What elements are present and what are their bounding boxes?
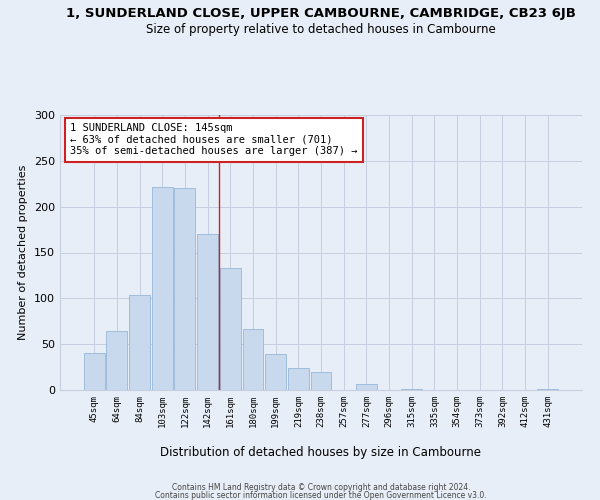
Text: 1, SUNDERLAND CLOSE, UPPER CAMBOURNE, CAMBRIDGE, CB23 6JB: 1, SUNDERLAND CLOSE, UPPER CAMBOURNE, CA…	[66, 8, 576, 20]
Text: Size of property relative to detached houses in Cambourne: Size of property relative to detached ho…	[146, 22, 496, 36]
Text: Contains public sector information licensed under the Open Government Licence v3: Contains public sector information licen…	[155, 490, 487, 500]
Bar	[538, 389, 558, 390]
Bar	[242, 328, 263, 390]
Text: 1 SUNDERLAND CLOSE: 145sqm
← 63% of detached houses are smaller (701)
35% of sem: 1 SUNDERLAND CLOSE: 145sqm ← 63% of deta…	[70, 123, 358, 156]
Text: Contains HM Land Registry data © Crown copyright and database right 2024.: Contains HM Land Registry data © Crown c…	[172, 483, 470, 492]
Bar	[84, 354, 104, 390]
Bar	[288, 368, 309, 390]
Y-axis label: Number of detached properties: Number of detached properties	[19, 165, 28, 340]
Bar	[175, 188, 196, 390]
Bar	[220, 268, 241, 390]
Bar	[129, 294, 150, 390]
Bar	[265, 354, 286, 390]
Bar	[152, 188, 173, 390]
Bar	[311, 372, 331, 390]
Bar	[106, 332, 127, 390]
Bar	[401, 389, 422, 390]
Bar	[356, 384, 377, 390]
Text: Distribution of detached houses by size in Cambourne: Distribution of detached houses by size …	[161, 446, 482, 459]
Bar	[197, 234, 218, 390]
